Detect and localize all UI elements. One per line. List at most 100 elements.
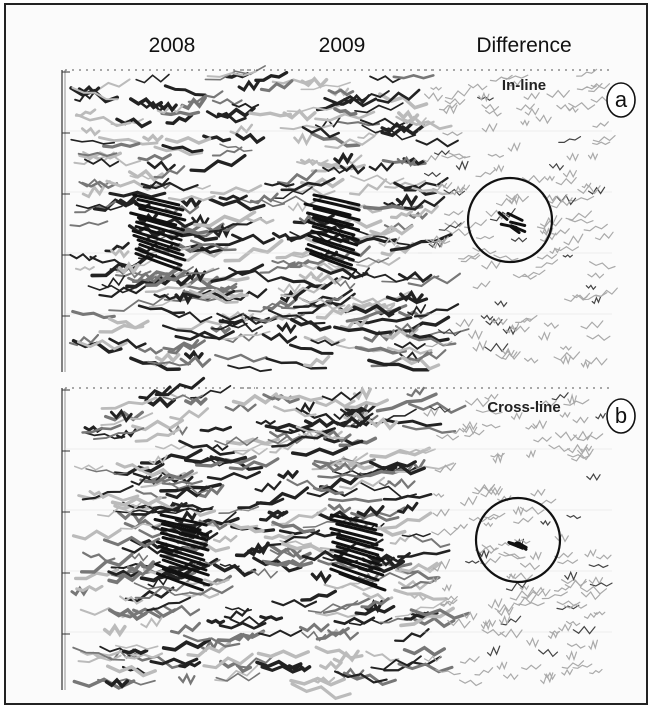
reflector: [581, 292, 608, 301]
reflector: [485, 318, 503, 327]
reflector: [441, 154, 466, 160]
reflector: [520, 119, 530, 127]
reflector: [429, 405, 451, 413]
reflector: [566, 650, 578, 662]
reflector: [572, 416, 589, 424]
reflector: [589, 261, 616, 270]
reflector: [206, 470, 261, 481]
reflector: [139, 100, 168, 113]
reflector: [566, 152, 579, 162]
reflector: [432, 508, 450, 517]
reflector: [443, 188, 466, 196]
reflector: [228, 457, 280, 471]
reflector: [127, 271, 164, 284]
reflector: [553, 351, 581, 361]
reflector: [498, 552, 525, 560]
reflector: [289, 343, 334, 355]
seismic-panel: [418, 387, 613, 687]
reflector: [300, 81, 351, 91]
reflector: [254, 480, 282, 493]
reflector: [324, 135, 376, 150]
reflector: [478, 548, 490, 560]
reflector: [214, 436, 259, 447]
reflector: [229, 615, 270, 626]
reflector: [503, 672, 519, 681]
reflector: [310, 339, 340, 347]
reflector: [296, 295, 346, 310]
reflector: [564, 578, 587, 589]
reflector: [231, 288, 268, 302]
reflector: [104, 410, 144, 422]
reflector: [451, 184, 466, 196]
reflector: [142, 133, 164, 144]
reflector: [162, 394, 204, 402]
reflector: [568, 102, 596, 111]
reflector: [84, 157, 120, 168]
reflector: [481, 103, 500, 112]
reflector: [289, 317, 332, 332]
reflector: [293, 132, 312, 147]
reflector: [482, 512, 506, 519]
reflector: [430, 86, 442, 91]
reflector: [352, 303, 402, 317]
reflector: [397, 579, 428, 591]
reflector: [592, 121, 609, 128]
reflector: [332, 649, 360, 665]
reflector: [105, 664, 157, 678]
reflector: [271, 259, 296, 266]
reflector: [553, 586, 570, 592]
reflector: [493, 163, 505, 173]
reflector: [275, 426, 336, 435]
seismic-panel: [65, 376, 291, 690]
reflector: [74, 266, 95, 271]
reflector: [434, 150, 450, 156]
reflector: [526, 637, 539, 649]
reflector: [380, 242, 415, 257]
reflector: [554, 552, 573, 559]
reflector: [339, 476, 386, 490]
reflector: [522, 174, 546, 184]
bright-event: [135, 220, 184, 237]
reflector: [327, 628, 359, 641]
reflector: [208, 197, 266, 212]
reflector: [333, 151, 354, 166]
reflector: [280, 177, 336, 192]
reflector: [555, 177, 577, 186]
reflector: [459, 656, 480, 664]
reflector: [435, 669, 461, 676]
reflector: [515, 315, 538, 323]
reflector: [526, 449, 536, 459]
reflector: [281, 541, 342, 556]
reflector: [428, 576, 439, 584]
reflector: [382, 511, 433, 530]
reflector: [312, 462, 343, 473]
reflector: [537, 254, 558, 260]
reflector: [174, 330, 235, 342]
reflector: [261, 332, 298, 345]
reflector: [98, 283, 150, 298]
reflector: [174, 508, 200, 524]
reflector: [317, 266, 369, 280]
reflector: [327, 88, 355, 97]
reflector: [494, 300, 508, 308]
reflector: [144, 396, 176, 409]
reflector: [596, 554, 612, 560]
reflector: [177, 672, 196, 686]
reflector: [408, 401, 467, 414]
reflector: [524, 107, 540, 116]
reflector: [486, 645, 501, 657]
reflector: [253, 313, 305, 323]
anomaly: [506, 211, 524, 222]
reflector: [561, 668, 573, 676]
anomaly: [499, 222, 518, 229]
reflector: [258, 511, 286, 522]
reflector: [583, 612, 598, 620]
reflector: [354, 229, 414, 247]
bright-event: [333, 554, 382, 572]
reflector: [107, 571, 142, 585]
bright-event: [336, 558, 385, 577]
reflector: [130, 552, 149, 562]
reflector: [260, 664, 305, 674]
bright-event: [129, 211, 178, 227]
reflector: [409, 608, 471, 620]
